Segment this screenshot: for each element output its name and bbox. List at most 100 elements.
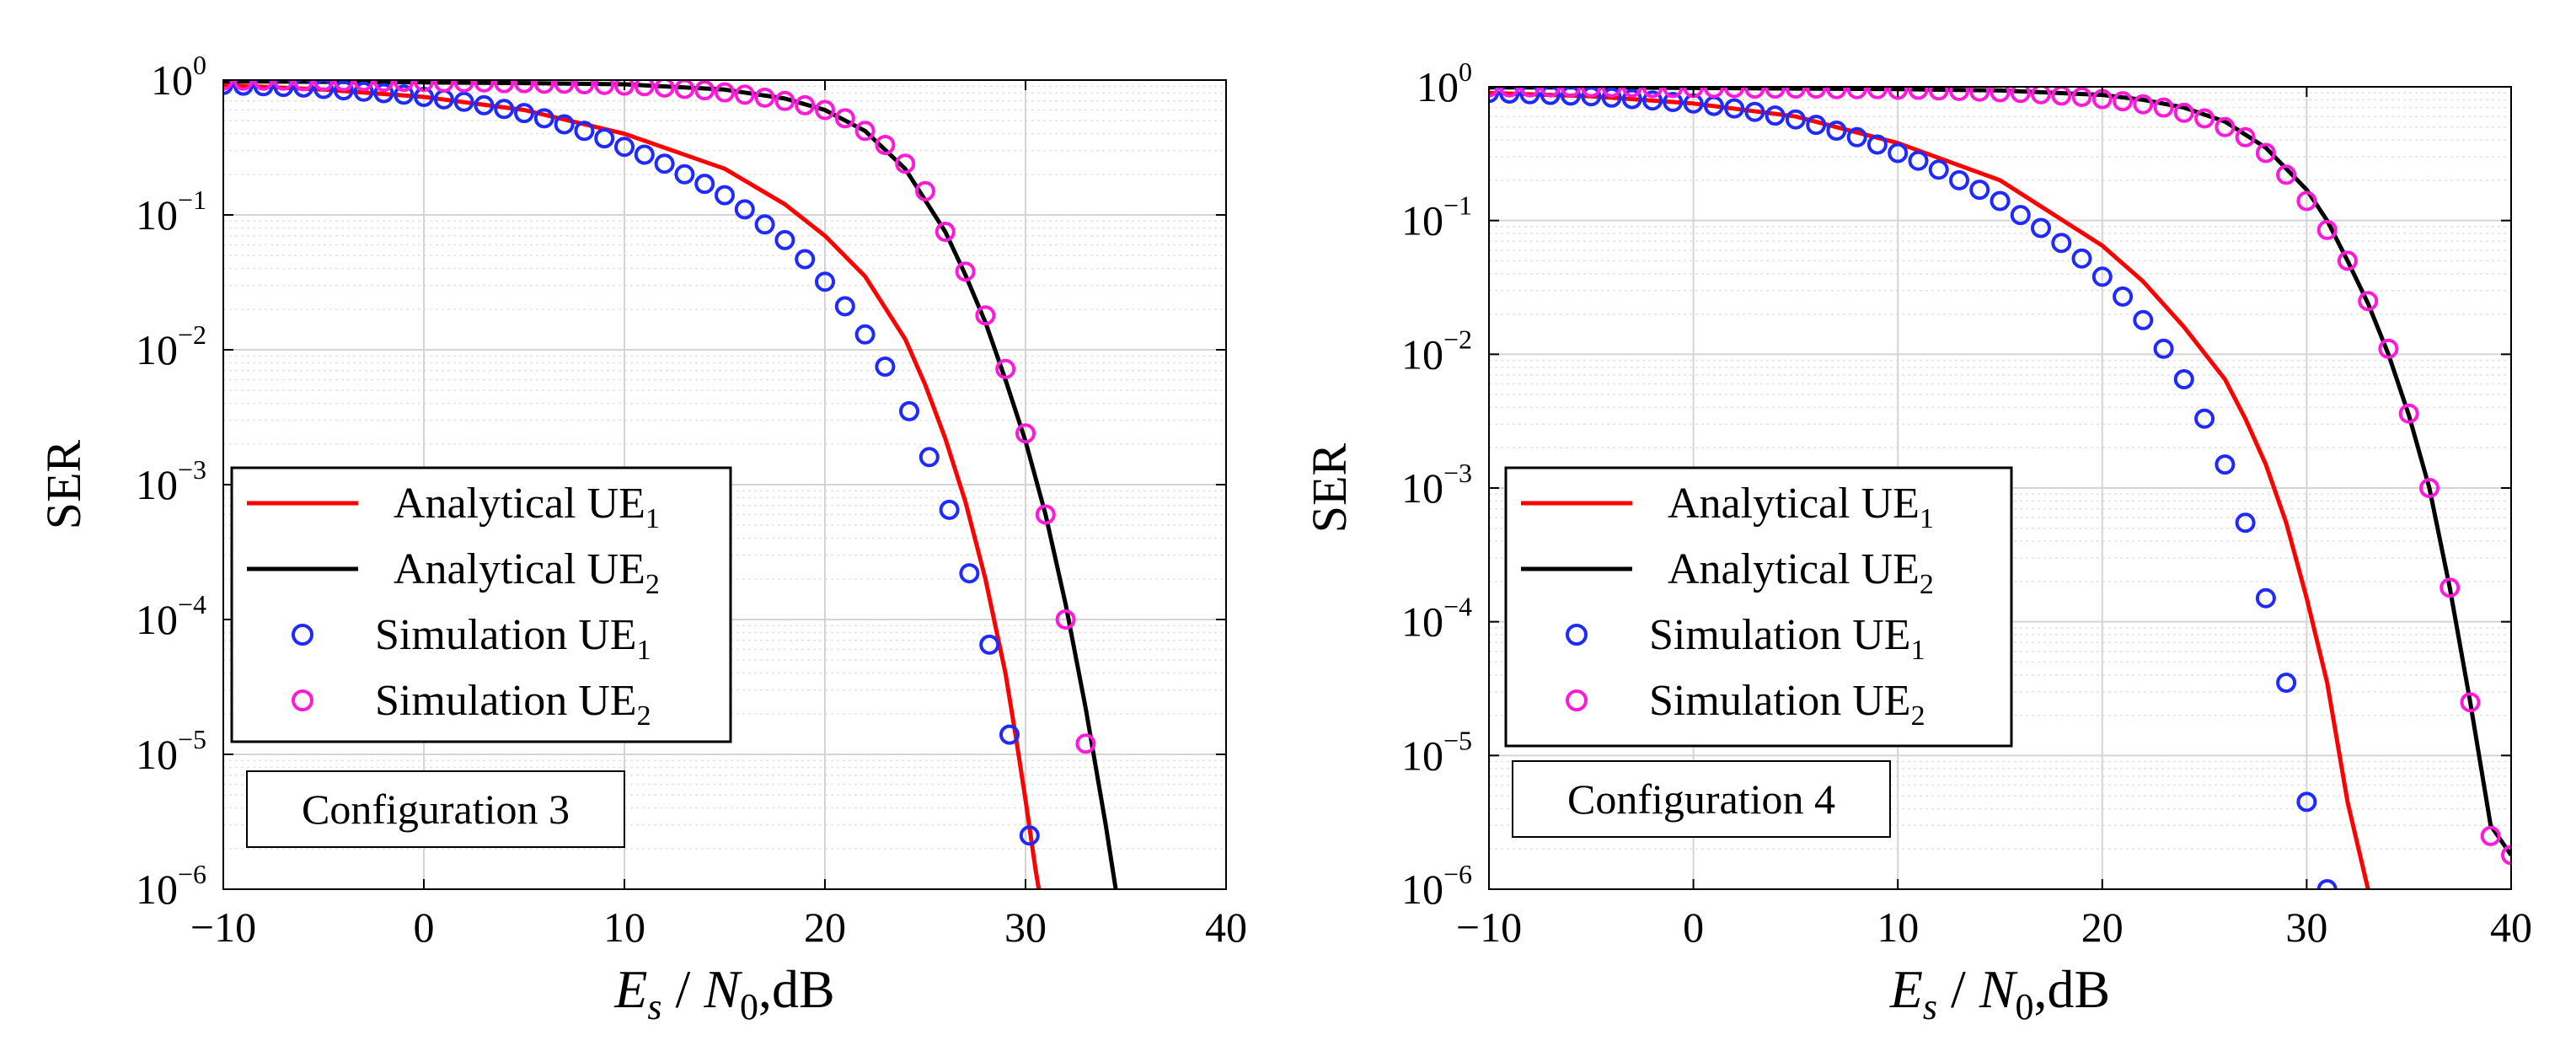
y-tick-label: 10−4 — [1401, 592, 1472, 646]
data-point — [1785, 87, 1806, 99]
data-point — [1826, 121, 1847, 141]
legend-label: Simulation UE2 — [375, 677, 651, 732]
series-line-1 — [223, 83, 1042, 889]
data-point — [875, 357, 896, 377]
data-point — [394, 80, 415, 93]
data-point — [734, 199, 755, 220]
data-point — [875, 135, 896, 155]
data-point — [1724, 98, 1745, 119]
data-point — [1019, 825, 1040, 846]
legend-swatch-marker — [292, 689, 313, 711]
data-point — [293, 80, 314, 92]
series-line-1 — [1489, 90, 2370, 889]
chart-panel-1: −10 0 10 20 30 40 100 10−1 10−2 10−3 10−4 10−5 10−6 E… — [36, 50, 1247, 1027]
data-point — [1519, 87, 1540, 105]
data-point — [353, 81, 374, 102]
data-point — [313, 80, 334, 92]
data-point — [795, 94, 816, 115]
data-point — [1990, 190, 2011, 212]
data-point — [1928, 159, 1949, 180]
data-point — [1744, 87, 1765, 99]
data-point — [353, 80, 374, 92]
legend-label: Analytical UE1 — [394, 480, 660, 534]
data-point — [2173, 369, 2194, 389]
data-point — [1866, 87, 1888, 99]
plot-area — [1489, 87, 2511, 889]
data-point — [2439, 577, 2461, 598]
data-point — [815, 271, 835, 292]
data-point — [2071, 87, 2092, 107]
data-point — [2133, 309, 2154, 330]
data-point — [594, 128, 615, 149]
series-markers-3 — [1489, 87, 2338, 889]
data-point — [2010, 87, 2031, 104]
data-point — [2091, 266, 2113, 287]
legend: Analytical UE1 Analytical UE2 Simulation U… — [230, 466, 732, 743]
data-point — [514, 80, 534, 94]
data-point — [1785, 109, 1806, 130]
data-point — [899, 400, 919, 421]
series-markers-4 — [223, 80, 1096, 754]
data-point — [2419, 478, 2439, 498]
data-point — [1969, 180, 1990, 201]
x-tick-label: 20 — [804, 904, 846, 951]
annotation-text: Configuration 4 — [1567, 775, 1835, 823]
y-tick-label: 100 — [151, 50, 206, 104]
data-point — [2153, 97, 2174, 118]
data-point — [2194, 408, 2215, 429]
data-point — [1581, 87, 1602, 107]
data-point — [715, 185, 735, 206]
data-point — [955, 261, 976, 282]
data-point — [1015, 423, 1036, 444]
data-point — [1908, 87, 1929, 100]
data-point — [2276, 673, 2297, 693]
data-point — [2173, 102, 2194, 123]
data-point — [634, 144, 655, 165]
y-tick-label: 10−1 — [136, 185, 206, 239]
data-point — [1949, 169, 1969, 190]
data-point — [2358, 291, 2379, 312]
data-point — [2337, 250, 2358, 271]
x-tick-label: −10 — [1456, 904, 1522, 951]
data-point — [2378, 338, 2399, 359]
legend-swatch-marker — [1566, 624, 1588, 646]
data-point — [373, 80, 394, 93]
data-point — [854, 324, 876, 345]
data-point — [1621, 88, 1642, 110]
annotation-box — [246, 770, 625, 848]
data-point — [834, 296, 855, 317]
data-point — [995, 358, 1016, 379]
data-point — [554, 114, 575, 135]
data-point — [474, 94, 495, 115]
data-point — [939, 499, 960, 520]
data-point — [1663, 92, 1684, 112]
data-point — [795, 249, 816, 270]
data-point — [2235, 512, 2256, 534]
y-tick-label: 10−5 — [136, 724, 206, 778]
y-tick-label: 10−4 — [136, 589, 206, 643]
data-point — [694, 80, 715, 101]
data-point — [1601, 87, 1622, 108]
data-point — [1846, 126, 1867, 148]
x-tick-label: 20 — [2081, 904, 2123, 951]
y-tick-label: 10−6 — [1401, 859, 1472, 913]
data-point — [2031, 217, 2051, 239]
data-point — [1703, 87, 1724, 99]
data-point — [1055, 609, 1076, 630]
data-point — [1663, 87, 1684, 99]
legend-label: Analytical UE2 — [1668, 545, 1934, 600]
data-point — [2255, 142, 2276, 164]
data-point — [2010, 205, 2031, 226]
data-point — [453, 80, 474, 93]
y-axis-label: SER — [36, 440, 91, 530]
data-point — [1642, 90, 1663, 111]
data-point — [414, 80, 434, 93]
data-point — [273, 80, 294, 98]
annotation-text: Configuration 3 — [302, 786, 570, 833]
data-point — [975, 305, 996, 326]
data-point — [1888, 142, 1909, 164]
data-point — [333, 80, 354, 92]
data-point — [533, 108, 554, 129]
x-tick-label: 30 — [2285, 904, 2327, 951]
